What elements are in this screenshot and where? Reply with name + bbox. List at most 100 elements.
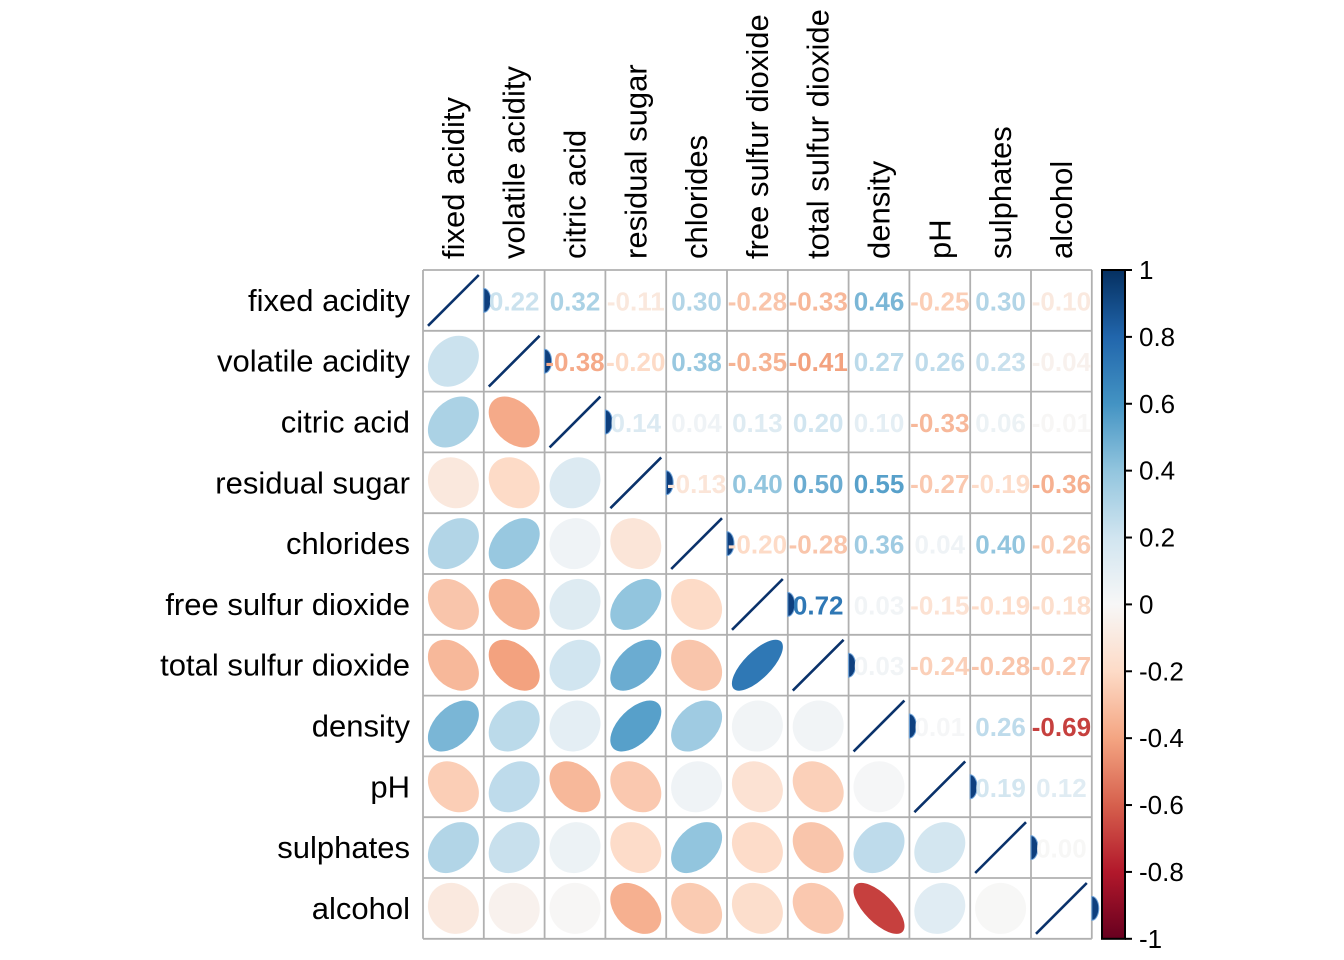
corr-ellipse-density-vs-fixed-acidity [427, 700, 479, 752]
diagonal-marker [1091, 895, 1100, 921]
corr-value-citric-acid-vs-sulphates: 0.06 [975, 408, 1026, 438]
corr-value-fixed-acidity-vs-volatile-acidity: 0.22 [489, 286, 540, 316]
corr-value-citric-acid-vs-free-sulfur-dioxide: 0.13 [732, 408, 783, 438]
corr-value-free-sulfur-dioxide-vs-total-sulfur-dioxide: 0.72 [793, 590, 844, 620]
corr-value-free-sulfur-dioxide-vs-ph: -0.15 [910, 590, 969, 620]
corr-ellipse-sulphates-vs-ph [914, 822, 966, 874]
corr-ellipse-alcohol-vs-sulphates [975, 882, 1027, 934]
corr-ellipse-total-sulfur-dioxide-vs-chlorides [671, 639, 723, 691]
corr-value-chlorides-vs-density: 0.36 [854, 530, 905, 560]
corr-value-total-sulfur-dioxide-vs-density: 0.03 [854, 651, 905, 681]
corr-ellipse-ph-vs-residual-sugar [610, 761, 662, 813]
corr-value-citric-acid-vs-total-sulfur-dioxide: 0.20 [793, 408, 844, 438]
corr-ellipse-sulphates-vs-density [853, 822, 905, 874]
corr-value-ph-vs-sulphates: 0.19 [975, 773, 1026, 803]
corr-ellipse-total-sulfur-dioxide-vs-fixed-acidity [427, 639, 479, 691]
corr-ellipse-total-sulfur-dioxide-vs-residual-sugar [610, 639, 662, 691]
corr-value-volatile-acidity-vs-density: 0.27 [854, 347, 905, 377]
corr-ellipse-residual-sugar-vs-citric-acid [549, 457, 601, 509]
row-label-total-sulfur-dioxide: total sulfur dioxide [160, 648, 410, 683]
corr-value-total-sulfur-dioxide-vs-alcohol: -0.27 [1032, 651, 1091, 681]
corr-value-residual-sugar-vs-density: 0.55 [854, 469, 905, 499]
corr-value-fixed-acidity-vs-residual-sugar: -0.11 [607, 286, 665, 316]
corr-ellipse-total-sulfur-dioxide-vs-volatile-acidity [488, 639, 540, 691]
row-label-volatile-acidity: volatile acidity [217, 344, 410, 379]
corr-value-citric-acid-vs-ph: -0.33 [910, 408, 969, 438]
corr-value-density-vs-sulphates: 0.26 [975, 712, 1026, 742]
colorbar-tick-label--0-2: -0.2 [1139, 656, 1184, 686]
column-label-free-sulfur-dioxide: free sulfur dioxide [740, 14, 775, 259]
corr-value-fixed-acidity-vs-chlorides: 0.30 [671, 286, 722, 316]
column-label-density: density [862, 160, 897, 259]
corr-value-chlorides-vs-ph: 0.04 [914, 530, 965, 560]
row-labels: fixed acidity volatile acidity citric acid… [160, 283, 410, 926]
corr-ellipse-alcohol-vs-citric-acid [549, 882, 601, 934]
corr-value-fixed-acidity-vs-sulphates: 0.30 [975, 286, 1026, 316]
diagonal-marker [544, 348, 553, 374]
corr-value-volatile-acidity-vs-free-sulfur-dioxide: -0.35 [728, 347, 787, 377]
corr-ellipse-alcohol-vs-density [853, 882, 905, 934]
corr-value-fixed-acidity-vs-ph: -0.25 [910, 286, 969, 316]
diagonal-marker [483, 287, 492, 313]
column-label-residual-sugar: residual sugar [618, 64, 653, 259]
column-label-chlorides: chlorides [679, 135, 714, 259]
diagonal-unit-line [548, 395, 602, 449]
diagonal-unit-line [609, 456, 663, 510]
corr-value-sulphates-vs-alcohol: 0.00 [1036, 834, 1087, 864]
diagonal-marker [1030, 835, 1039, 861]
corr-ellipse-alcohol-vs-chlorides [671, 882, 723, 934]
corr-ellipse-ph-vs-fixed-acidity [427, 761, 479, 813]
corr-value-total-sulfur-dioxide-vs-ph: -0.24 [910, 651, 970, 681]
corr-ellipse-density-vs-total-sulfur-dioxide [792, 700, 844, 752]
colorbar-tick-label--0-4: -0.4 [1139, 723, 1184, 753]
corr-ellipse-alcohol-vs-total-sulfur-dioxide [792, 882, 844, 934]
corr-ellipse-sulphates-vs-volatile-acidity [488, 822, 540, 874]
colorbar-tick-label--0-6: -0.6 [1139, 790, 1184, 820]
colorbar-tick-label-1: 1 [1139, 255, 1153, 285]
diagonal-unit-line [974, 821, 1027, 874]
corr-value-fixed-acidity-vs-total-sulfur-dioxide: -0.33 [789, 286, 848, 316]
column-label-volatile-acidity: volatile acidity [497, 66, 532, 259]
colorbar-tick-label-0-4: 0.4 [1139, 456, 1175, 486]
corr-value-volatile-acidity-vs-alcohol: -0.04 [1032, 347, 1092, 377]
corr-ellipse-alcohol-vs-ph [914, 882, 966, 934]
corr-value-density-vs-alcohol: -0.69 [1032, 712, 1091, 742]
diagonal-unit-line [427, 274, 480, 327]
column-label-total-sulfur-dioxide: total sulfur dioxide [801, 9, 836, 259]
corr-ellipse-alcohol-vs-fixed-acidity [427, 882, 479, 934]
diagonal-unit-line [731, 578, 784, 631]
column-label-fixed-acidity: fixed acidity [436, 97, 471, 259]
corr-ellipse-density-vs-citric-acid [549, 700, 601, 752]
corr-ellipse-citric-acid-vs-volatile-acidity [488, 396, 540, 448]
corr-value-residual-sugar-vs-alcohol: -0.36 [1032, 469, 1091, 499]
corr-ellipse-ph-vs-citric-acid [549, 761, 601, 813]
corr-ellipse-total-sulfur-dioxide-vs-citric-acid [549, 639, 601, 691]
row-label-chlorides: chlorides [286, 526, 410, 561]
corr-ellipse-density-vs-free-sulfur-dioxide [731, 700, 783, 752]
corr-value-total-sulfur-dioxide-vs-sulphates: -0.28 [971, 651, 1030, 681]
row-label-alcohol: alcohol [312, 891, 410, 926]
diagonal-marker [726, 531, 735, 557]
diagonal-marker [848, 652, 857, 678]
colorbar: 1 0.8 0.6 0.4 0.2 0 -0.2 -0.4 -0.6 -0.8 -1 [1101, 255, 1184, 954]
colorbar-tick-label-0-6: 0.6 [1139, 389, 1175, 419]
corr-value-fixed-acidity-vs-citric-acid: 0.32 [550, 286, 601, 316]
colorbar-tick-label--0-8: -0.8 [1139, 857, 1184, 887]
corr-ellipse-free-sulfur-dioxide-vs-citric-acid [549, 578, 601, 630]
colorbar-tick-label-0: 0 [1139, 589, 1153, 619]
corr-value-volatile-acidity-vs-citric-acid: -0.38 [545, 347, 604, 377]
corr-value-fixed-acidity-vs-density: 0.46 [854, 286, 905, 316]
corr-ellipse-sulphates-vs-free-sulfur-dioxide [731, 822, 783, 874]
corr-ellipse-residual-sugar-vs-fixed-acidity [427, 457, 479, 509]
corr-value-free-sulfur-dioxide-vs-sulphates: -0.19 [971, 590, 1030, 620]
corr-value-chlorides-vs-total-sulfur-dioxide: -0.28 [789, 530, 848, 560]
corr-ellipse-free-sulfur-dioxide-vs-residual-sugar [610, 578, 662, 630]
row-label-density: density [312, 709, 411, 744]
corr-value-fixed-acidity-vs-free-sulfur-dioxide: -0.28 [728, 286, 787, 316]
corr-ellipse-alcohol-vs-residual-sugar [610, 882, 662, 934]
corr-ellipse-sulphates-vs-fixed-acidity [427, 822, 479, 874]
corr-ellipse-chlorides-vs-volatile-acidity [488, 518, 540, 570]
corr-ellipse-citric-acid-vs-fixed-acidity [427, 396, 479, 448]
corr-value-volatile-acidity-vs-total-sulfur-dioxide: -0.41 [789, 347, 848, 377]
upper-triangle-values: 0.22 0.32 -0.11 0.30 -0.28 -0.33 0.46 -0.25 0.30… [489, 286, 1092, 863]
